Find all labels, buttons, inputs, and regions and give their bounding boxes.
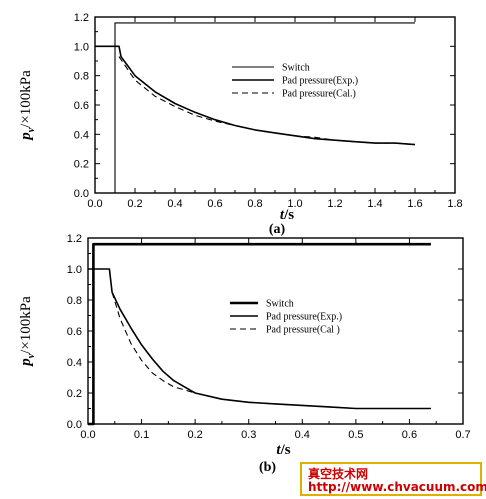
- x-tick-label: 0.4: [295, 429, 310, 441]
- y-axis-label: pv/×100kPa: [18, 70, 37, 142]
- chart-caption: (b): [259, 460, 276, 475]
- x-tick-label: 0.5: [348, 429, 363, 441]
- y-tick-label: 0.6: [67, 326, 82, 338]
- x-tick-label: 0.8: [247, 198, 262, 210]
- chart-a: 0.0 0.2 0.4 0.6 0.8 1.0 1.2 1.4 1.6 1.8 0.0 0.2 0.4 0…: [18, 12, 463, 237]
- x-tick-label: 0.0: [87, 198, 102, 210]
- x-axis-label: t/s: [276, 442, 290, 458]
- watermark-title: 真空技术网: [308, 467, 369, 481]
- legend-label: Pad pressure(Cal.): [282, 89, 356, 100]
- x-axis-unit: /s: [280, 442, 291, 458]
- x-tick-label: 0.0: [80, 429, 95, 441]
- y-tick-label: 0.4: [67, 357, 82, 369]
- series-line-switch: [95, 22, 415, 194]
- y-tick-label: 0.6: [74, 100, 89, 112]
- y-axis-label: pv/×100kPa: [18, 296, 37, 368]
- y-tick-label: 0.2: [67, 388, 82, 400]
- x-tick-label: 0.7: [455, 429, 470, 441]
- x-tick-label: 0.6: [207, 198, 222, 210]
- x-tick-label: 0.1: [134, 429, 149, 441]
- watermark-url: http://www.chvacuum.com: [308, 480, 486, 494]
- series-line-pad-pressure-exp: [88, 268, 431, 410]
- y-tick-label: 0.8: [74, 71, 89, 83]
- x-tick-label: 1.4: [367, 198, 382, 210]
- x-tick-label: 0.4: [167, 198, 182, 210]
- plot-frame: [94, 16, 456, 194]
- y-tick-label: 1.0: [74, 41, 89, 53]
- y-axis-unit: /×100kPa: [18, 296, 34, 354]
- legend-label: Pad pressure(Cal ): [266, 325, 340, 336]
- y-tick-label: 0.0: [67, 419, 82, 431]
- y-tick-label: 0.4: [74, 129, 89, 141]
- x-tick-label: 1.2: [327, 198, 342, 210]
- x-tick-label: 0.6: [402, 429, 417, 441]
- x-tick-label: 0.2: [187, 429, 202, 441]
- x-tick-label: 1.0: [287, 198, 302, 210]
- y-axis-var: p: [18, 358, 34, 368]
- legend-label: Pad pressure(Exp.): [266, 312, 342, 323]
- legend-label: Switch: [282, 63, 310, 74]
- series-line-pad-pressure-cal: [118, 56, 416, 146]
- y-tick-label: 0.8: [67, 295, 82, 307]
- chart-b: 0.0 0.1 0.2 0.3 0.4 0.5 0.6 0.7 0.0 0.2 0.4 0.6 0.8 1…: [18, 233, 471, 475]
- y-tick-label: 1.2: [74, 12, 89, 24]
- y-tick-label: 0.0: [74, 188, 89, 200]
- y-axis-unit: /×100kPa: [18, 70, 34, 128]
- x-tick-label: 0.2: [127, 198, 142, 210]
- watermark-stamp: 真空技术网 http://www.chvacuum.com: [300, 462, 486, 496]
- x-axis-var: t: [276, 442, 281, 458]
- series-line-switch: [88, 242, 431, 426]
- x-tick-label: 0.3: [241, 429, 256, 441]
- y-axis-subscript: v: [26, 353, 37, 358]
- series-line-pad-pressure-cal: [111, 292, 431, 410]
- x-axis-unit: /s: [283, 207, 294, 223]
- x-axis-var: t: [280, 207, 285, 223]
- y-tick-label: 1.0: [67, 264, 82, 276]
- x-tick-label: 1.6: [407, 198, 422, 210]
- y-tick-label: 0.2: [74, 159, 89, 171]
- y-axis-subscript: v: [26, 127, 37, 132]
- chart-caption: (a): [269, 222, 286, 237]
- x-tick-label: 1.8: [447, 198, 462, 210]
- legend-label: Pad pressure(Exp.): [282, 76, 358, 87]
- y-axis-var: p: [18, 132, 34, 142]
- y-tick-label: 1.2: [67, 233, 82, 245]
- x-axis-label: t/s: [280, 207, 294, 223]
- legend-label: Switch: [266, 299, 294, 310]
